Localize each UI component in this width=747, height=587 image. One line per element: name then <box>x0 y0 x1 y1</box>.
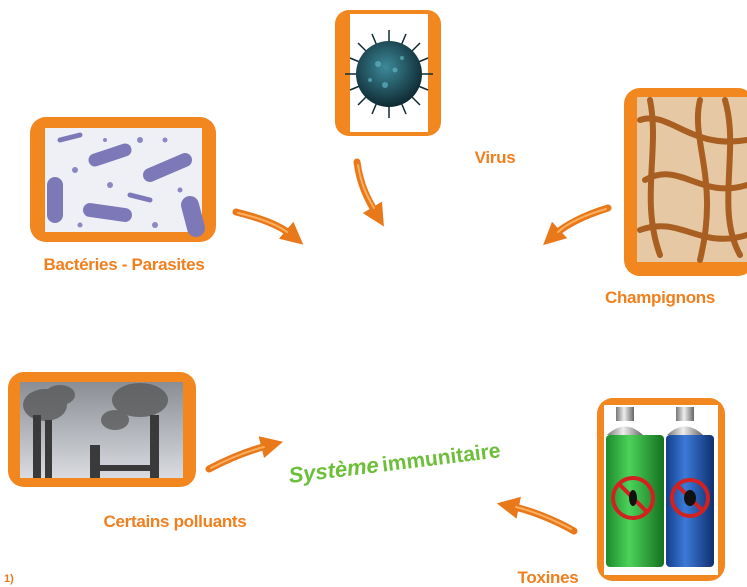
node-label: Virus <box>475 148 516 167</box>
toxins-box <box>597 398 725 581</box>
bacteria-box <box>30 117 216 242</box>
virus-box <box>335 10 441 136</box>
node-label: Certains polluants <box>104 512 247 531</box>
pollution-box <box>8 372 196 487</box>
center-word: immunitaire <box>381 439 502 476</box>
diagram: Virus Bactéries - Parasites <box>0 0 747 587</box>
center-word: Système <box>287 452 380 488</box>
node-label: Toxines <box>518 568 579 587</box>
footnote: 1) <box>4 573 14 585</box>
fungi-box <box>624 88 747 276</box>
node-label: Bactéries - Parasites <box>44 255 205 274</box>
node-label: Champignons <box>605 288 715 307</box>
center-label: Système immunitaire <box>287 437 501 488</box>
arrows <box>209 162 608 531</box>
